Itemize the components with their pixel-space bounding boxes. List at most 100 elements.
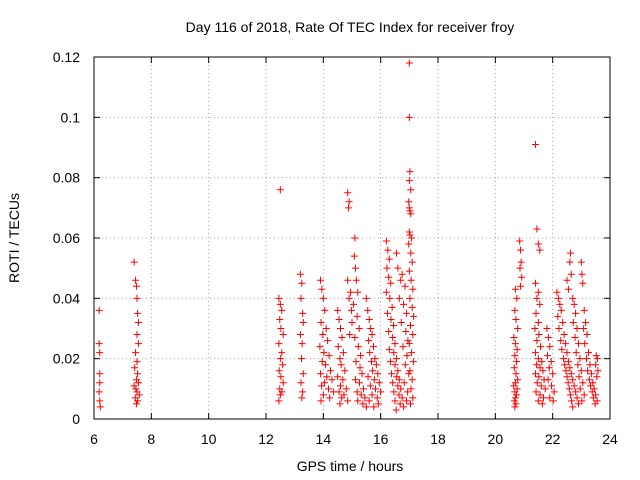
data-points [95, 59, 602, 414]
data-point [580, 325, 588, 332]
x-tick-label: 14 [316, 431, 332, 447]
data-point [534, 288, 542, 296]
data-point [553, 288, 561, 296]
data-point [511, 379, 519, 387]
data-point [407, 186, 415, 194]
data-point [570, 300, 578, 308]
data-point [132, 276, 140, 284]
data-point [368, 331, 376, 339]
data-point [406, 321, 414, 329]
data-point [385, 273, 393, 281]
data-point [557, 337, 565, 345]
data-point [348, 318, 356, 326]
data-point [319, 294, 327, 302]
data-point [318, 358, 326, 366]
data-point [539, 367, 547, 375]
data-point [318, 285, 326, 293]
data-point [362, 403, 370, 411]
data-point [594, 367, 602, 375]
data-point [353, 388, 361, 396]
data-point [573, 394, 581, 402]
data-point [547, 358, 555, 366]
data-point [405, 59, 413, 67]
data-point [352, 276, 360, 284]
data-point [346, 331, 354, 339]
data-point [569, 318, 577, 326]
data-point [574, 400, 582, 408]
data-point [587, 382, 595, 390]
data-point [517, 246, 525, 254]
data-point [132, 349, 140, 357]
data-point [511, 403, 519, 411]
data-point [514, 325, 522, 332]
data-point [388, 370, 396, 378]
data-point [354, 343, 362, 351]
data-point [511, 340, 519, 348]
data-point [512, 315, 520, 323]
data-point [354, 288, 362, 296]
data-point [534, 397, 542, 405]
data-point [392, 406, 400, 414]
data-point [317, 397, 325, 405]
data-point [353, 312, 361, 320]
data-point [564, 285, 572, 293]
data-point [513, 346, 521, 354]
data-point [579, 279, 587, 287]
data-point [339, 349, 347, 357]
data-point [510, 334, 518, 342]
data-point [533, 337, 541, 345]
data-point [298, 279, 306, 287]
data-point [399, 343, 407, 351]
data-point [408, 349, 416, 357]
data-point [277, 373, 285, 381]
data-point [581, 340, 589, 348]
data-point [377, 388, 385, 396]
data-point [356, 364, 364, 372]
x-axis-label: GPS time / hours [297, 458, 404, 474]
data-point [531, 370, 539, 378]
chart-title: Day 116 of 2018, Rate Of TEC Index for r… [186, 19, 515, 35]
data-point [339, 376, 347, 384]
data-point [372, 385, 380, 393]
data-point [563, 373, 571, 381]
data-point [407, 249, 415, 257]
data-point [545, 364, 553, 372]
data-point [397, 385, 405, 393]
y-axis-label: ROTI / TECUs [6, 193, 22, 283]
data-point [395, 294, 403, 302]
data-point [533, 294, 541, 302]
data-point [367, 325, 375, 332]
data-point [373, 394, 381, 402]
data-point [538, 358, 546, 366]
data-point [548, 382, 556, 390]
data-point [405, 267, 413, 275]
data-point [406, 168, 414, 176]
data-point [134, 397, 142, 405]
data-point [511, 306, 519, 314]
data-point [560, 355, 568, 363]
data-point [383, 264, 391, 272]
data-point [382, 237, 390, 245]
data-point [402, 309, 410, 317]
data-point [513, 391, 521, 399]
data-point [572, 349, 580, 357]
data-point [323, 373, 331, 381]
data-point [337, 382, 345, 390]
data-point [344, 276, 352, 284]
data-point [392, 355, 400, 363]
data-point [132, 282, 140, 290]
data-point [344, 397, 352, 405]
data-point [320, 379, 328, 387]
data-point [555, 325, 563, 332]
y-tick-label: 0.08 [53, 170, 80, 186]
data-point [406, 367, 414, 375]
data-point [364, 306, 372, 314]
data-point [344, 189, 352, 197]
data-point [389, 379, 397, 387]
data-point [386, 294, 394, 302]
data-point [351, 334, 359, 342]
data-point [512, 370, 520, 378]
data-point [337, 361, 345, 369]
data-point [531, 279, 539, 287]
data-point [408, 376, 416, 384]
